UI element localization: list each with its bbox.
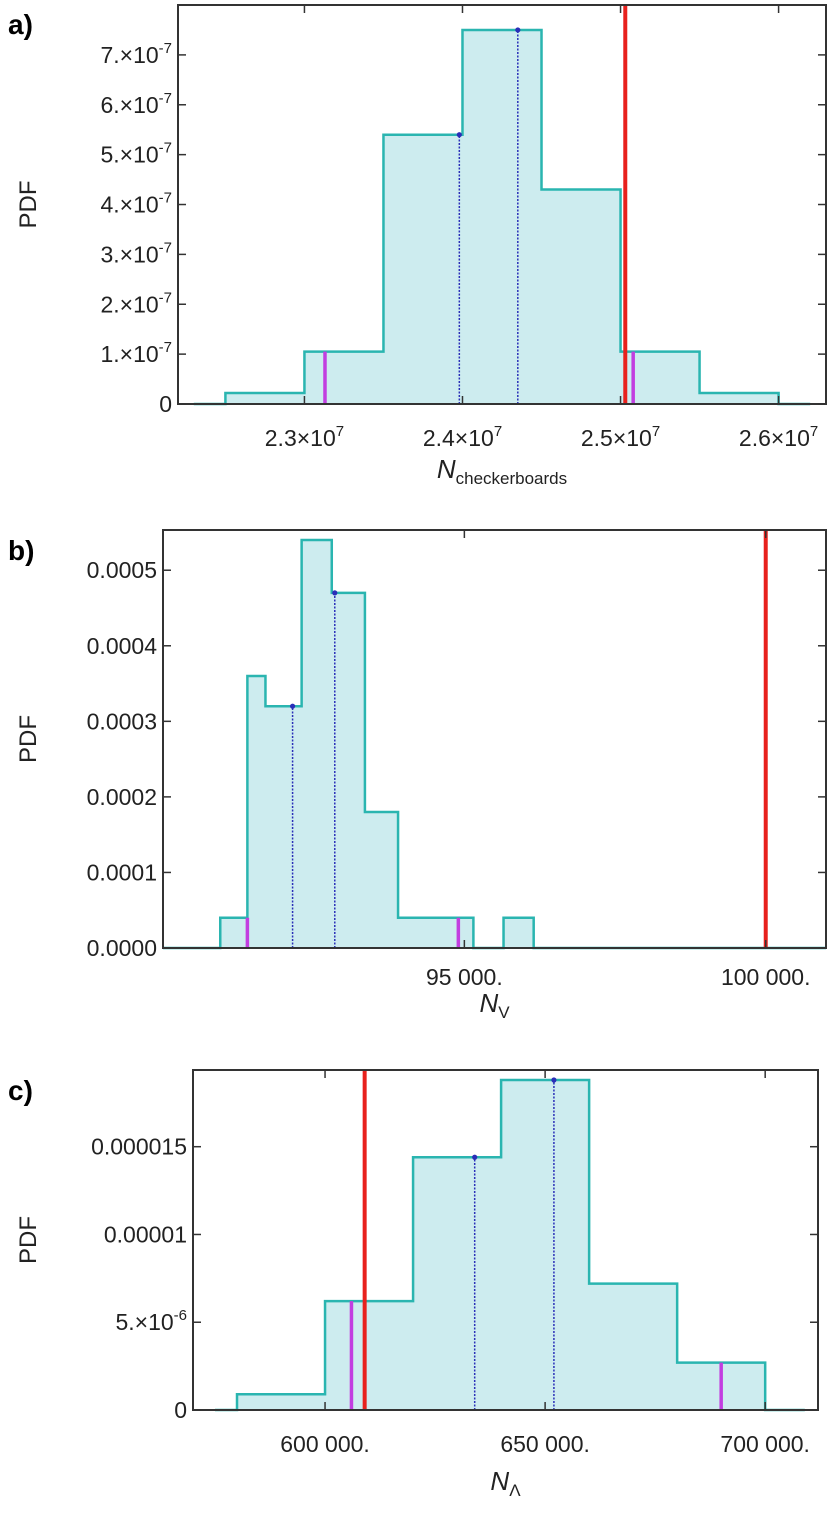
y-tick-label: 0.0004: [87, 633, 158, 659]
panel-b-chart: 0.0000 0.0001 0.0002 0.0003 0.0004 0.0005 95 0…: [8, 529, 827, 1022]
y-tick-label: 1.×10-7: [100, 339, 172, 367]
histogram-step-line: [163, 538, 826, 950]
plot-frame: [162, 529, 827, 949]
x-tick-label: 100 000.: [721, 964, 811, 990]
y-tick-label: 0.00001: [104, 1221, 187, 1247]
y-tick-label: 0.000015: [91, 1134, 187, 1160]
x-axis-title: NV: [479, 988, 510, 1022]
panel-a-chart: 0 1.×10-7 2.×10-7 3.×10-7 4.×10-7 5.×10-7 6.×1…: [8, 4, 827, 488]
plot-frame: [192, 1069, 819, 1411]
y-tick-label: 5.×10-7: [100, 140, 172, 168]
histogram-step-line: [193, 28, 811, 406]
y-tick-label: 4.×10-7: [100, 190, 172, 218]
x-tick-label: 650 000.: [500, 1431, 590, 1457]
y-tick-label: 7.×10-7: [100, 40, 172, 68]
histogram-fill: [193, 29, 811, 404]
y-tick-label: 3.×10-7: [100, 239, 172, 267]
histogram-fill: [215, 1080, 805, 1410]
panel-c-chart: 0 5.×10-6 0.00001 0.000015 600 000. 650 000. 7…: [8, 1069, 819, 1500]
x-tick-label: 600 000.: [280, 1431, 370, 1457]
y-axis-title: PDF: [15, 1216, 42, 1264]
y-tick-label: 0: [159, 391, 172, 417]
panel-letter: c): [8, 1075, 33, 1106]
x-axis-title: Ncheckerboards: [437, 454, 567, 488]
blue-marker-point: [456, 132, 462, 138]
x-tick-label: 95 000.: [426, 964, 503, 990]
x-tick-label: 700 000.: [720, 1431, 810, 1457]
y-tick-label: 0.0002: [87, 784, 157, 810]
y-tick-label: 0.0005: [87, 557, 157, 583]
x-tick-label: 2.6×107: [739, 423, 818, 451]
blue-marker-point: [551, 1077, 557, 1083]
x-tick-label: 2.5×107: [581, 423, 660, 451]
y-tick-label: 0.0003: [87, 708, 157, 734]
panel-letter: b): [8, 535, 34, 566]
x-axis-title: NΛ: [490, 1466, 521, 1500]
y-axis-title: PDF: [15, 715, 42, 763]
y-tick-label: 0: [174, 1397, 187, 1423]
panel-letter: a): [8, 9, 33, 40]
blue-marker-point: [515, 27, 521, 33]
x-tick-label: 2.4×107: [423, 423, 502, 451]
y-tick-label: 0.0001: [87, 859, 157, 885]
y-tick-label: 5.×10-6: [115, 1307, 187, 1335]
y-tick-label: 6.×10-7: [100, 90, 172, 118]
histogram-fill: [163, 540, 826, 948]
blue-marker-point: [472, 1154, 478, 1160]
y-axis-title: PDF: [15, 181, 42, 229]
y-tick-label: 0.0000: [87, 935, 157, 961]
x-tick-label: 2.3×107: [265, 423, 344, 451]
blue-marker-point: [332, 590, 338, 596]
y-tick-label: 2.×10-7: [100, 289, 172, 317]
blue-marker-point: [289, 703, 296, 709]
